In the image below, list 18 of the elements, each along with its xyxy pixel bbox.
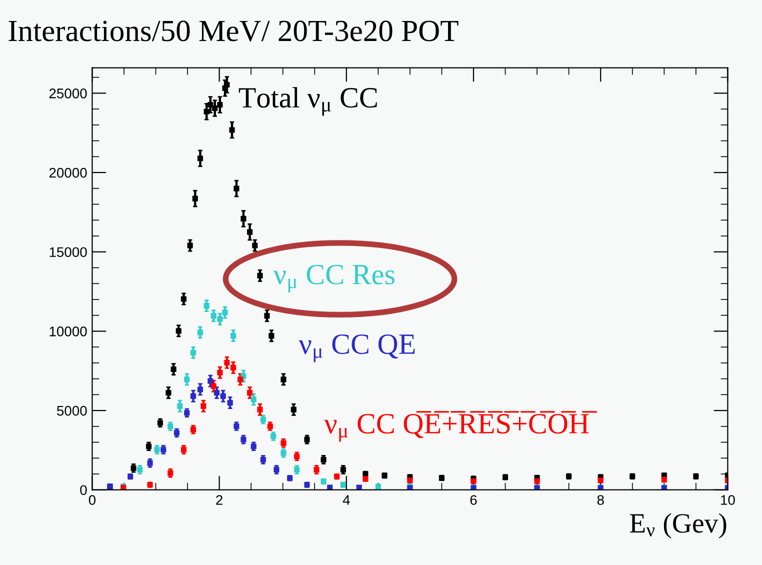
x-tick-label: 10 (721, 495, 735, 505)
y-tick-label: 5000 (57, 406, 87, 416)
chart-title: Interactions/50 MeV/ 20T-3e20 POT (8, 20, 458, 42)
text: ν$_{μ}$ CC QE (298, 334, 415, 362)
x-tick-label: 0 (88, 495, 96, 505)
y-tick-label: 10000 (50, 326, 87, 336)
x-axis-title: E$_{ν}$ (Gev) (630, 513, 726, 538)
series-label: ν$_{μ}$ CC Res (273, 264, 395, 293)
y-tick-label: 20000 (49, 168, 87, 178)
y-tick-label: 0 (80, 485, 87, 496)
x-tick-label: 6 (470, 495, 477, 505)
x-tick-label: 4 (342, 495, 350, 505)
legend-label: Total ν$_{μ}$ CC (238, 87, 377, 116)
series-label: ν$_{μ}$ CC Q̅E̅+̅R̅E̅S̅+̅C̅O̅H̅ (324, 411, 597, 442)
y-tick-label: 25000 (49, 88, 87, 98)
y-tick-label: 15000 (50, 247, 87, 258)
x-tick-label: 8 (597, 495, 604, 505)
x-tick-label: 2 (216, 495, 222, 505)
